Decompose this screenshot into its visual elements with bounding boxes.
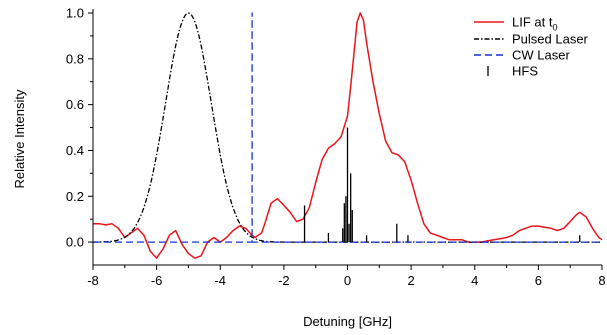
series-line-lif-at-t [93,12,603,259]
x-tick-label: -8 [87,273,99,288]
x-tick-label: 6 [535,273,542,288]
x-axis-title: Detuning [GHz] [303,314,392,329]
legend-label-lif-at-t: LIF at t0 [512,15,557,33]
legend-label-cw-laser: CW Laser [512,48,570,63]
legend-label-pulsed-laser: Pulsed Laser [512,32,589,47]
y-axis-title: Relative Intensity [12,89,27,188]
y-tick-label: 1.0 [66,6,84,21]
y-tick-label: 0.8 [66,51,84,66]
x-tick-label: -2 [278,273,290,288]
x-tick-label: -4 [214,273,226,288]
y-tick-label: 0.2 [66,189,84,204]
plot-lines [92,12,603,259]
legend-subscript: 0 [552,23,557,33]
legend-label-hfs: HFS [512,64,538,79]
y-tick-label: 0.0 [66,235,84,250]
axes: -8 -6 -4 -2 0 2 4 6 8 0.0 0.2 0.4 0.6 0.8 1.0 [66,6,606,289]
x-tick-label: 0 [344,273,351,288]
x-tick-label: 4 [471,273,478,288]
y-tick-label: 0.6 [66,97,84,112]
x-tick-label: 2 [408,273,415,288]
y-tick-label: 0.4 [66,143,84,158]
series-line-pulsed-laser [92,12,602,243]
series-line-cw-laser [93,12,602,243]
x-tick-label: -6 [151,273,163,288]
x-tick-label: 8 [598,273,605,288]
